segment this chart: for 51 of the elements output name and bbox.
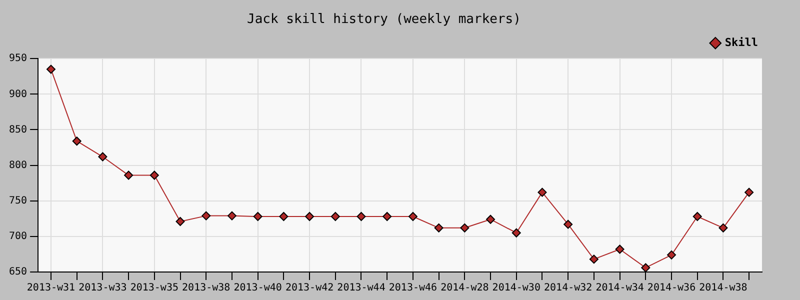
y-tick-label: 800 xyxy=(9,160,28,171)
chart-title: Jack skill history (weekly markers) xyxy=(247,12,521,28)
x-tick-label: 2013-w38 xyxy=(182,282,230,294)
x-tick-label: 2013-w40 xyxy=(234,282,282,294)
point xyxy=(460,223,470,232)
point xyxy=(98,152,108,162)
point xyxy=(46,64,56,74)
y-tick-label: 650 xyxy=(9,266,28,278)
point xyxy=(202,211,211,220)
point xyxy=(382,212,392,222)
point xyxy=(227,211,236,220)
legend-label: Skill xyxy=(724,36,758,49)
x-tick-label: 2013-w42 xyxy=(285,282,334,294)
point xyxy=(150,170,159,180)
x-tick-label: 2013-w44 xyxy=(337,282,386,294)
point xyxy=(356,212,366,222)
x-tick-label: 2013-w46 xyxy=(388,282,438,294)
point xyxy=(692,212,702,222)
x-tick-label: 2014-w36 xyxy=(647,282,696,294)
point xyxy=(641,263,650,272)
point xyxy=(124,170,134,180)
y-tick-label: 950 xyxy=(9,53,28,64)
x-tick-label: 2014-w30 xyxy=(492,282,540,294)
x-tick-label: 2013-w33 xyxy=(78,282,127,294)
point xyxy=(279,212,288,222)
x-tick-label: 2013-w31 xyxy=(26,282,76,294)
point xyxy=(305,212,314,222)
x-tick-label: 2013-w35 xyxy=(130,282,178,294)
point xyxy=(718,223,728,232)
point xyxy=(744,188,754,197)
x-tick-label: 2014-w38 xyxy=(699,282,748,294)
point xyxy=(434,223,444,232)
point xyxy=(72,136,82,146)
point xyxy=(538,188,547,197)
x-tick-label: 2014-w32 xyxy=(544,282,592,294)
point xyxy=(486,214,496,224)
point xyxy=(667,250,676,260)
point xyxy=(408,212,418,222)
point xyxy=(330,212,340,222)
point xyxy=(512,228,521,238)
y-tick-label: 900 xyxy=(9,88,28,100)
x-tick-label: 2014-w28 xyxy=(440,282,489,294)
y-tick-label: 850 xyxy=(9,124,28,136)
y-tick-label: 750 xyxy=(9,195,28,206)
point xyxy=(615,244,624,254)
point xyxy=(253,212,262,222)
point xyxy=(564,220,573,229)
point xyxy=(176,216,185,226)
point xyxy=(589,254,598,264)
x-tick-label: 2014-w34 xyxy=(596,282,644,294)
y-tick-label: 700 xyxy=(9,231,28,242)
